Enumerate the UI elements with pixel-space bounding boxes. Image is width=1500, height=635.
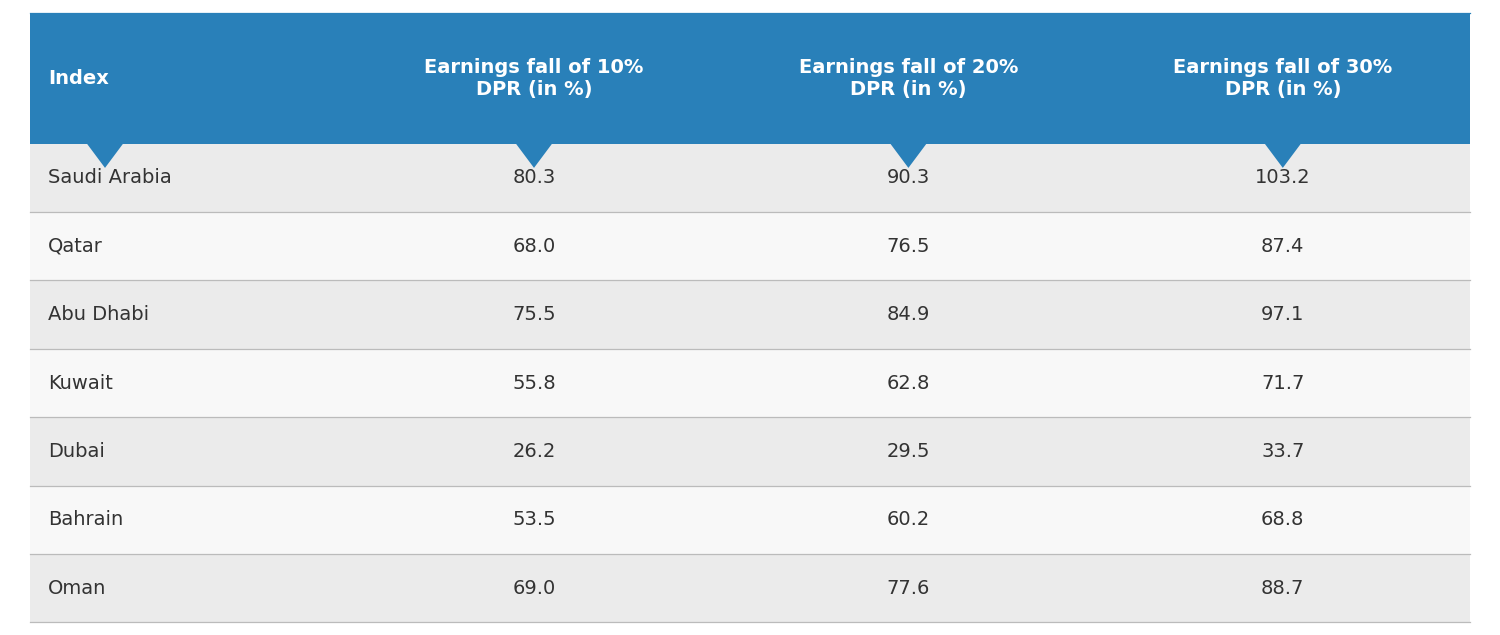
Text: 53.5: 53.5: [512, 511, 556, 529]
Polygon shape: [30, 13, 1470, 144]
Polygon shape: [1264, 144, 1300, 168]
Text: 60.2: 60.2: [886, 511, 930, 529]
Text: Saudi Arabia: Saudi Arabia: [48, 168, 171, 187]
Text: Earnings fall of 30%
DPR (in %): Earnings fall of 30% DPR (in %): [1173, 58, 1392, 98]
Text: 97.1: 97.1: [1262, 305, 1305, 324]
Text: 68.8: 68.8: [1262, 511, 1305, 529]
Text: 76.5: 76.5: [886, 237, 930, 256]
Text: 75.5: 75.5: [512, 305, 556, 324]
Polygon shape: [30, 417, 1470, 486]
Text: 87.4: 87.4: [1262, 237, 1305, 256]
Polygon shape: [516, 144, 552, 168]
Text: 103.2: 103.2: [1256, 168, 1311, 187]
Text: 55.8: 55.8: [512, 373, 556, 392]
Text: Earnings fall of 10%
DPR (in %): Earnings fall of 10% DPR (in %): [424, 58, 644, 98]
Text: 90.3: 90.3: [886, 168, 930, 187]
Text: 69.0: 69.0: [513, 578, 555, 598]
Text: 77.6: 77.6: [886, 578, 930, 598]
Text: Bahrain: Bahrain: [48, 511, 123, 529]
Text: Oman: Oman: [48, 578, 106, 598]
Text: 71.7: 71.7: [1262, 373, 1305, 392]
Text: Abu Dhabi: Abu Dhabi: [48, 305, 148, 324]
Text: Kuwait: Kuwait: [48, 373, 112, 392]
Text: 80.3: 80.3: [513, 168, 555, 187]
Text: Earnings fall of 20%
DPR (in %): Earnings fall of 20% DPR (in %): [798, 58, 1018, 98]
Text: 88.7: 88.7: [1262, 578, 1305, 598]
Text: Qatar: Qatar: [48, 237, 104, 256]
Polygon shape: [30, 349, 1470, 417]
Text: 29.5: 29.5: [886, 442, 930, 461]
Text: 62.8: 62.8: [886, 373, 930, 392]
Polygon shape: [87, 144, 123, 168]
Polygon shape: [30, 144, 1470, 212]
Text: 26.2: 26.2: [513, 442, 555, 461]
Polygon shape: [30, 281, 1470, 349]
Polygon shape: [891, 144, 927, 168]
Polygon shape: [30, 554, 1470, 622]
Text: 68.0: 68.0: [513, 237, 555, 256]
Text: 33.7: 33.7: [1262, 442, 1305, 461]
Polygon shape: [30, 212, 1470, 281]
Polygon shape: [30, 486, 1470, 554]
Text: Index: Index: [48, 69, 110, 88]
Text: Dubai: Dubai: [48, 442, 105, 461]
Text: 84.9: 84.9: [886, 305, 930, 324]
